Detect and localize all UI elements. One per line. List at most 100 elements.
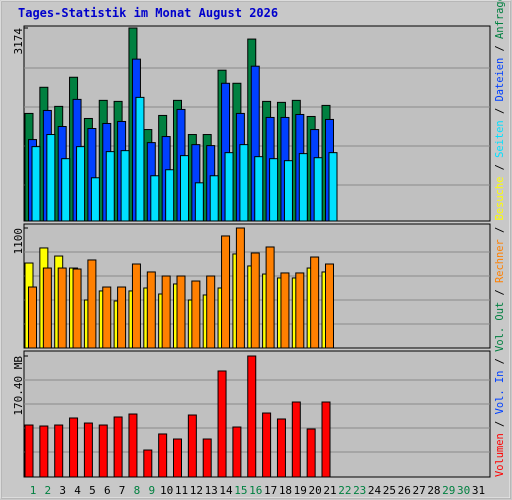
- bar: [191, 280, 201, 349]
- bar: [158, 433, 168, 478]
- x-tick-label: 12: [190, 484, 203, 497]
- x-tick-label: 2: [45, 484, 52, 497]
- x-tick-label: 9: [148, 484, 155, 497]
- x-tick-label: 17: [264, 484, 277, 497]
- legend-separator: /: [494, 102, 506, 121]
- bar: [117, 286, 127, 349]
- bar: [90, 177, 100, 222]
- legend-separator: /: [494, 283, 506, 302]
- bar: [269, 158, 279, 222]
- x-tick-label: 21: [323, 484, 336, 497]
- bar: [39, 425, 49, 478]
- bar: [328, 152, 338, 222]
- legend-entry: Seiten: [494, 120, 506, 158]
- legend-entry: Rechner: [494, 239, 506, 283]
- bar: [57, 267, 67, 349]
- bar: [105, 151, 115, 222]
- bar: [173, 438, 182, 478]
- bar: [306, 428, 316, 478]
- bar: [221, 235, 231, 349]
- bar: [232, 426, 242, 478]
- bar: [235, 227, 245, 349]
- x-tick-label: 31: [472, 484, 485, 497]
- bar: [128, 413, 138, 478]
- bar: [150, 175, 160, 222]
- x-tick-label: 7: [119, 484, 126, 497]
- x-tick-label: 5: [89, 484, 96, 497]
- bar: [72, 268, 82, 349]
- x-tick-label: 19: [294, 484, 307, 497]
- bar: [224, 152, 234, 222]
- bar: [98, 424, 108, 478]
- legend-entry: Dateien: [494, 58, 506, 102]
- x-tick-label: 27: [412, 484, 425, 497]
- x-tick-label: 1: [30, 484, 37, 497]
- bar: [69, 417, 79, 478]
- bar: [239, 144, 249, 222]
- bar: [61, 158, 71, 222]
- bar: [135, 96, 145, 222]
- x-tick-label: 18: [279, 484, 292, 497]
- x-tick-label: 14: [219, 484, 233, 497]
- legend-entry: Anfragen: [494, 0, 506, 39]
- bar: [42, 267, 52, 349]
- bar: [46, 134, 56, 222]
- bar: [87, 259, 97, 349]
- x-tick-label: 15: [234, 484, 247, 497]
- bar: [113, 416, 123, 478]
- bar: [209, 175, 219, 222]
- bar: [24, 424, 34, 478]
- x-tick-label: 29: [442, 484, 455, 497]
- legend-separator: /: [494, 220, 506, 239]
- bar: [291, 401, 301, 478]
- bar: [206, 275, 216, 349]
- bar: [187, 414, 197, 478]
- bar: [76, 146, 86, 222]
- bar: [313, 157, 323, 222]
- bar: [254, 156, 264, 222]
- x-tick-label: 8: [134, 484, 141, 497]
- bar: [280, 272, 290, 349]
- bar: [247, 355, 257, 478]
- legend-entry: Volumen: [494, 433, 506, 477]
- y-tick-label: 170.40 MB: [12, 356, 25, 416]
- x-tick-label: 22: [338, 484, 351, 497]
- legend-entry: Vol. In: [494, 371, 506, 415]
- bar: [321, 401, 331, 478]
- legend: Volumen / Vol. In / Vol. Out / Rechner /…: [494, 0, 506, 477]
- x-tick-label: 13: [205, 484, 218, 497]
- bar: [265, 246, 275, 349]
- bar: [298, 153, 308, 222]
- bar: [295, 272, 305, 349]
- legend-separator: /: [494, 158, 506, 177]
- legend-separator: /: [494, 414, 506, 433]
- bar: [28, 286, 37, 349]
- bar: [250, 252, 260, 349]
- bar: [54, 424, 64, 478]
- x-tick-label: 3: [59, 484, 66, 497]
- x-tick-label: 23: [353, 484, 366, 497]
- bar: [146, 271, 156, 349]
- x-tick-label: 28: [427, 484, 440, 497]
- bar: [120, 150, 130, 222]
- legend-separator: /: [494, 39, 506, 58]
- legend-entry: Besuche: [494, 177, 506, 221]
- bar: [165, 169, 175, 222]
- x-tick-label: 20: [309, 484, 322, 497]
- bar: [31, 146, 41, 222]
- y-tick-label: 3174: [12, 28, 25, 55]
- x-tick-label: 6: [104, 484, 111, 497]
- x-tick-label: 25: [383, 484, 396, 497]
- bar: [194, 182, 204, 222]
- bar: [161, 275, 171, 349]
- y-tick-label: 1100: [12, 228, 25, 255]
- bar: [217, 370, 227, 478]
- x-tick-label: 30: [457, 484, 470, 497]
- bar: [283, 160, 293, 222]
- bar: [276, 418, 286, 478]
- x-tick-label: 11: [175, 484, 188, 497]
- bar: [143, 449, 153, 478]
